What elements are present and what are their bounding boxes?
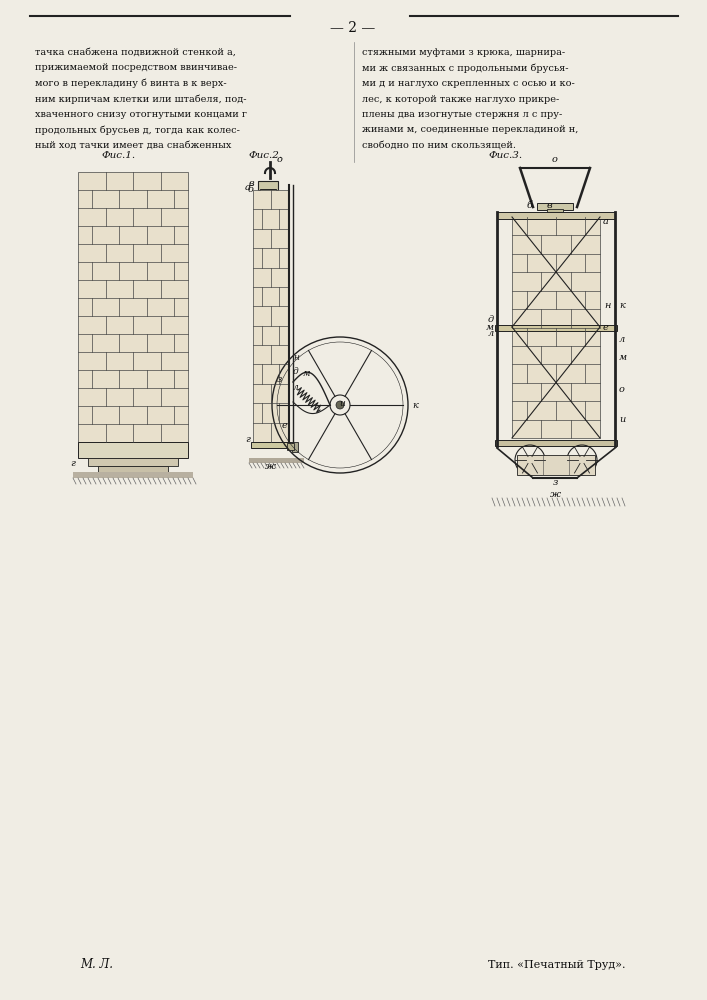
Text: а: а xyxy=(603,218,609,227)
Text: ми ж связанных с продольными брусья-: ми ж связанных с продольными брусья- xyxy=(362,64,568,73)
Text: в: в xyxy=(248,178,254,188)
Bar xyxy=(260,189,276,195)
Bar xyxy=(249,458,304,463)
Text: ный ход тачки имеет два снабженных: ный ход тачки имеет два снабженных xyxy=(35,141,231,150)
Text: д: д xyxy=(488,316,494,324)
Bar xyxy=(287,443,294,450)
Text: е: е xyxy=(281,420,287,430)
Bar xyxy=(292,442,298,452)
Bar xyxy=(78,172,188,442)
Bar xyxy=(88,458,178,466)
Text: Тип. «Печатный Труд».: Тип. «Печатный Труд». xyxy=(488,960,625,970)
Text: прижимаемой посредством ввинчивае-: прижимаемой посредством ввинчивае- xyxy=(35,64,237,73)
Text: М. Л.: М. Л. xyxy=(80,958,113,972)
Text: к: к xyxy=(619,300,625,310)
Bar xyxy=(251,442,292,448)
Text: з: з xyxy=(552,478,558,487)
Bar xyxy=(517,455,595,475)
Text: а: а xyxy=(245,184,251,192)
Circle shape xyxy=(578,456,586,464)
Bar xyxy=(495,325,617,331)
Text: л: л xyxy=(488,328,494,338)
Text: м: м xyxy=(303,369,310,378)
Text: з: з xyxy=(276,375,282,384)
Text: ним кирпичам клетки или штабеля, под-: ним кирпичам клетки или штабеля, под- xyxy=(35,95,247,104)
Bar xyxy=(495,440,617,446)
Text: в: в xyxy=(547,202,553,211)
Text: д: д xyxy=(293,367,299,376)
Text: ж: ж xyxy=(264,462,276,471)
Text: о: о xyxy=(277,155,283,164)
Text: ми д и наглухо скрепленных с осью и ко-: ми д и наглухо скрепленных с осью и ко- xyxy=(362,79,575,88)
Text: тачка снабжена подвижной стенкой а,: тачка снабжена подвижной стенкой а, xyxy=(35,48,236,57)
Bar xyxy=(78,442,188,458)
Bar xyxy=(258,181,278,190)
Text: н: н xyxy=(604,300,610,310)
Text: ж: ж xyxy=(549,490,561,499)
Text: мого в перекладину б винта в к верх-: мого в перекладину б винта в к верх- xyxy=(35,79,227,89)
Text: м: м xyxy=(619,353,627,361)
Text: Фис.2.: Фис.2. xyxy=(248,151,282,160)
Circle shape xyxy=(336,401,344,409)
Text: Фис.1.: Фис.1. xyxy=(101,151,135,160)
Bar xyxy=(547,209,563,215)
Text: б: б xyxy=(248,184,254,194)
Text: плены два изогнутые стержня л с пру-: плены два изогнутые стержня л с пру- xyxy=(362,110,562,119)
Text: свободно по ним скользящей.: свободно по ним скользящей. xyxy=(362,141,516,150)
Bar xyxy=(253,190,288,442)
Bar xyxy=(512,217,600,438)
Text: г: г xyxy=(245,436,250,444)
Text: б: б xyxy=(527,202,533,211)
Text: стяжными муфтами з крюка, шарнира-: стяжными муфтами з крюка, шарнира- xyxy=(362,48,565,57)
Text: хваченного снизу отогнутыми концами г: хваченного снизу отогнутыми концами г xyxy=(35,110,247,119)
Text: е: е xyxy=(603,324,609,332)
Text: н: н xyxy=(293,353,299,361)
Bar xyxy=(537,203,573,210)
Text: о: о xyxy=(619,385,625,394)
Bar xyxy=(497,212,615,219)
Text: г: г xyxy=(70,458,75,468)
Text: Фис.3.: Фис.3. xyxy=(488,151,522,160)
Text: — 2 —: — 2 — xyxy=(330,21,375,35)
Circle shape xyxy=(526,456,534,464)
Text: о: о xyxy=(552,155,558,164)
Text: к: к xyxy=(412,400,418,410)
Text: жинами м, соединенные перекладиной н,: жинами м, соединенные перекладиной н, xyxy=(362,125,578,134)
Text: л: л xyxy=(293,382,299,391)
Text: лес, к которой также наглухо прикре-: лес, к которой также наглухо прикре- xyxy=(362,95,559,104)
Text: и: и xyxy=(619,416,625,424)
Bar xyxy=(73,472,193,478)
Text: м: м xyxy=(486,324,494,332)
Text: продольных брусьев д, тогда как колес-: продольных брусьев д, тогда как колес- xyxy=(35,125,240,135)
Bar xyxy=(98,466,168,472)
Text: л: л xyxy=(619,336,625,344)
Text: и: и xyxy=(339,398,345,408)
